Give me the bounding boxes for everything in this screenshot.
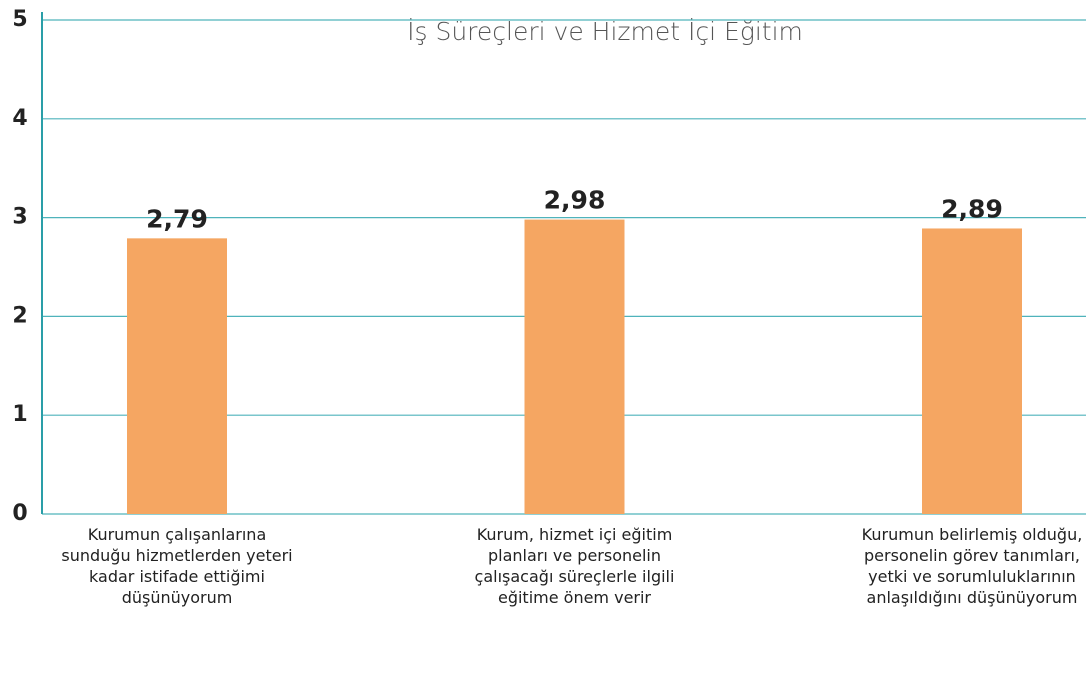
y-tick-label: 2 <box>12 303 27 328</box>
value-label: 2,79 <box>146 204 208 233</box>
bar <box>922 228 1022 514</box>
y-tick-label: 4 <box>12 106 27 131</box>
y-tick-label: 0 <box>12 501 27 526</box>
y-tick-label: 5 <box>12 7 27 32</box>
x-tick-label: Kurum, hizmet içi eğitim planları ve per… <box>474 525 675 607</box>
value-label: 2,89 <box>941 194 1003 223</box>
x-tick-label: Kurumun belirlemiş olduğu, personelin gö… <box>861 525 1083 607</box>
bar <box>524 219 625 515</box>
chart-title: İş Süreçleri ve Hizmet İçi Eğitim <box>407 17 803 46</box>
y-tick-label: 1 <box>12 402 27 427</box>
x-tick-label: Kurumun çalışanlarına sunduğu hizmetlerd… <box>61 525 293 607</box>
value-label: 2,98 <box>544 186 606 215</box>
y-tick-label: 3 <box>12 205 27 230</box>
bar <box>127 238 227 514</box>
